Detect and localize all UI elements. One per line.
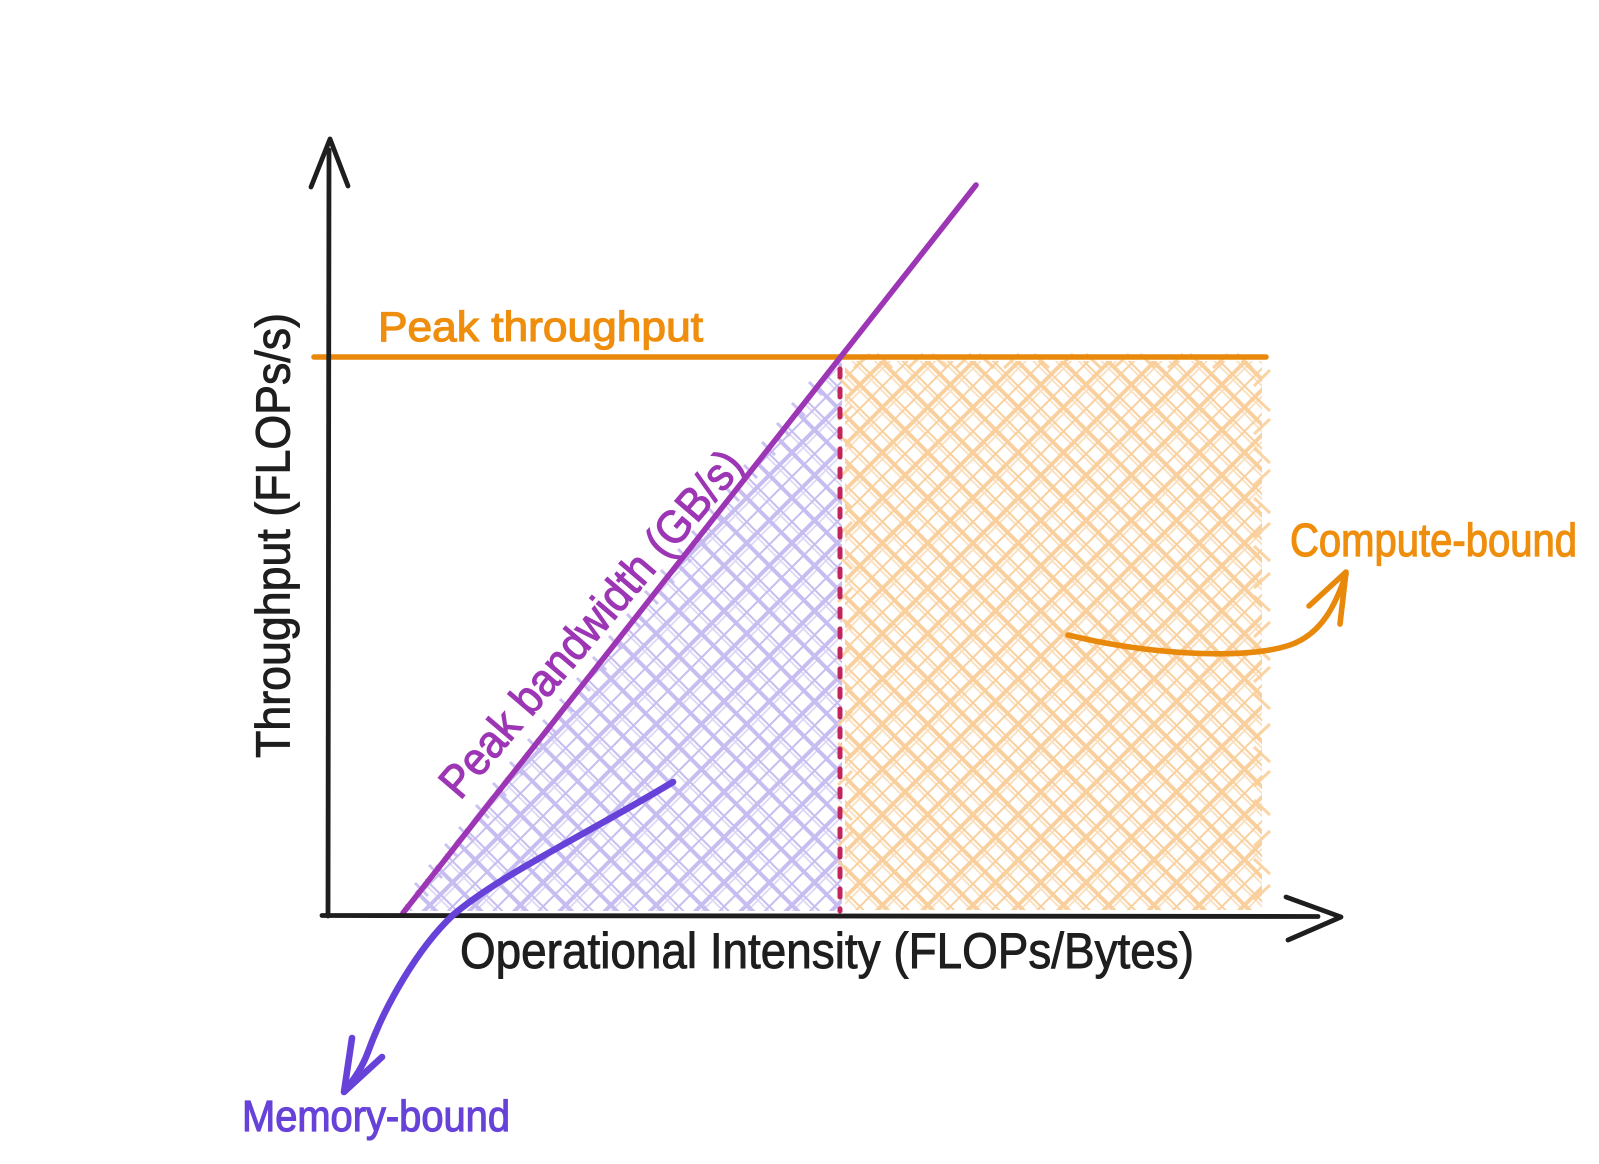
svg-text:Operational Intensity (FLOPs/B: Operational Intensity (FLOPs/Bytes) — [460, 923, 1194, 979]
svg-text:Peak throughput: Peak throughput — [378, 303, 703, 350]
svg-text:Throughput (FLOPs/s): Throughput (FLOPs/s) — [248, 313, 301, 758]
svg-text:Memory-bound: Memory-bound — [242, 1092, 510, 1141]
svg-text:Compute-bound: Compute-bound — [1290, 514, 1577, 566]
